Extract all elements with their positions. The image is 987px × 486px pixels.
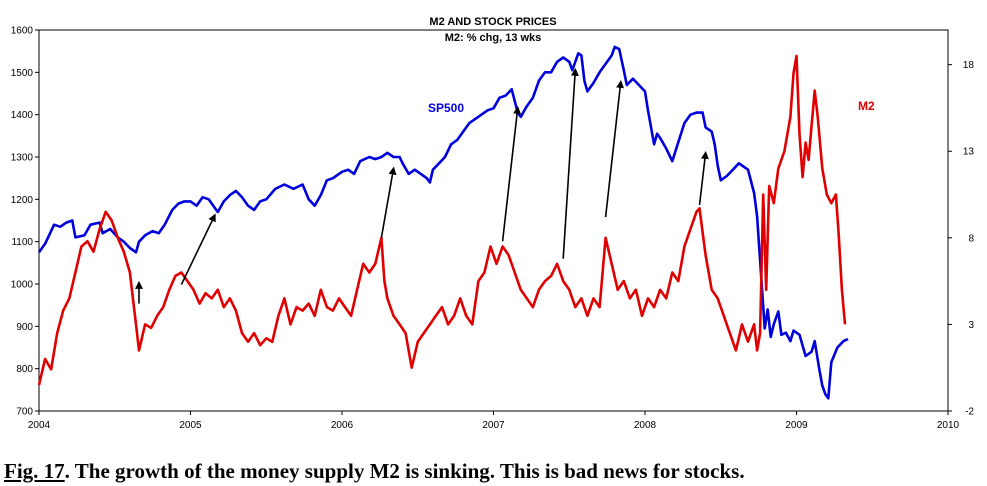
series-lines: [37, 45, 849, 400]
annotation-arrows: [134, 67, 709, 304]
right-axis: -2 3 8 13 18: [948, 60, 975, 418]
figure-caption: Fig. 17. The growth of the money supply …: [4, 459, 984, 484]
x-tick-label: 2005: [179, 420, 202, 431]
annotation-arrow: [380, 166, 397, 238]
x-tick-label: 2004: [28, 420, 51, 431]
series-line-m2: [37, 54, 847, 386]
chart-subtitle: M2: % chg, 13 wks: [445, 32, 542, 44]
series-line-sp500: [37, 45, 849, 400]
right-tick-label: 3: [968, 320, 974, 331]
x-axis: 2004 2005 2006 2007 2008 2009 2010: [28, 411, 960, 431]
left-tick-label: 1500: [11, 68, 34, 79]
right-tick-label: 18: [963, 60, 975, 71]
left-tick-label: 1400: [11, 110, 34, 121]
annotation-arrow: [501, 105, 522, 242]
left-tick-label: 1600: [11, 26, 34, 37]
x-tick-label: 2008: [634, 420, 657, 431]
plot-frame: [38, 29, 949, 412]
figure-label: Fig. 17: [4, 459, 65, 483]
chart-title: M2 AND STOCK PRICES: [429, 16, 556, 28]
left-axis: 700 800 900 1000 1100 1200 1300 1400 1500 1600: [11, 26, 39, 418]
annotation-arrow: [180, 213, 216, 285]
x-tick-label: 2007: [482, 420, 505, 431]
annotation-arrow: [562, 67, 579, 259]
left-tick-label: 1000: [11, 280, 34, 291]
right-tick-label: 13: [963, 147, 975, 158]
left-tick-label: 700: [16, 407, 33, 418]
left-tick-label: 1300: [11, 153, 34, 164]
legend-sp500: SP500: [428, 101, 464, 115]
left-tick-label: 1100: [11, 237, 33, 248]
left-tick-label: 900: [16, 322, 33, 333]
legend-m2: M2: [858, 99, 875, 113]
right-tick-label: -2: [965, 407, 974, 418]
annotation-arrow: [698, 150, 709, 206]
annotation-arrow: [604, 79, 625, 218]
right-tick-label: 8: [968, 233, 974, 244]
x-tick-label: 2009: [785, 420, 808, 431]
x-tick-label: 2010: [937, 420, 960, 431]
caption-text: . The growth of the money supply M2 is s…: [64, 459, 745, 483]
left-tick-label: 1200: [11, 195, 34, 206]
left-tick-label: 800: [16, 364, 33, 375]
x-tick-label: 2006: [331, 420, 354, 431]
